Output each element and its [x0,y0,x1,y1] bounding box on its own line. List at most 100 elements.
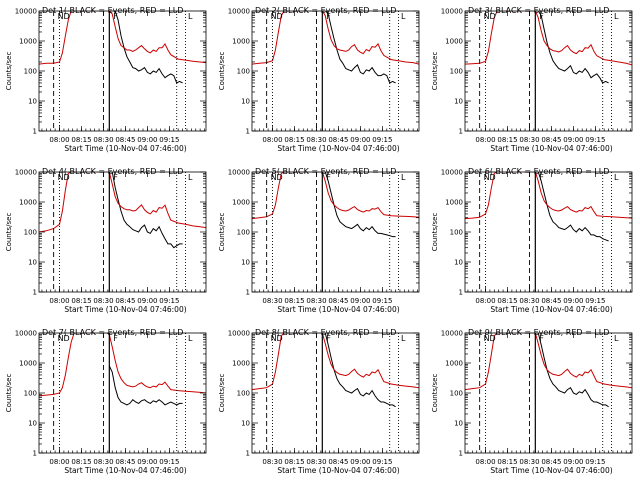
lld-series-line [39,333,206,397]
y-axis-label: Counts/sec [5,374,13,413]
x-axis-label: Start Time (10-Nov-04 07:46:00) [64,144,186,153]
x-tick-label: 09:15 [585,297,605,305]
y-tick-label: 100 [450,68,463,76]
events-series-line [535,333,609,408]
event-marker-label: N [484,173,490,182]
y-tick-label: 1 [33,128,37,136]
event-marker-label: F [113,12,118,21]
y-tick-label: 1 [246,289,250,297]
lld-series-line [465,11,632,66]
event-marker-label: N [484,334,490,343]
x-tick-label: 09:00 [137,458,157,466]
y-tick-label: 10000 [441,169,463,177]
y-tick-label: 10 [28,420,37,428]
x-tick-label: 08:00 [475,458,495,466]
x-tick-label: 08:30 [93,458,113,466]
x-axis-label: Start Time (10-Nov-04 07:46:00) [64,305,186,314]
y-tick-label: 100 [24,68,37,76]
y-tick-label: 1000 [232,38,250,46]
event-marker-label: N [271,334,277,343]
y-tick-label: 100 [450,390,463,398]
x-axis-label: Start Time (10-Nov-04 07:46:00) [490,466,612,475]
x-tick-label: 09:15 [159,297,179,305]
y-tick-label: 10000 [228,169,250,177]
x-tick-label: 08:30 [93,297,113,305]
x-tick-label: 09:15 [372,297,392,305]
events-series-line [535,11,609,84]
y-axis-label: Counts/sec [218,52,226,91]
y-tick-label: 10 [454,98,463,106]
events-series-line [108,365,183,406]
x-tick-label: 08:00 [262,136,282,144]
event-marker-label: N [484,12,490,21]
y-tick-label: 10 [454,259,463,267]
axis-frame [464,10,633,132]
event-marker-label: D [489,334,495,343]
x-tick-label: 09:15 [585,136,605,144]
y-tick-label: 1000 [445,199,463,207]
x-tick-label: 08:15 [284,297,304,305]
event-marker-label: D [276,334,282,343]
event-marker-label: D [63,334,69,343]
y-tick-label: 1000 [445,38,463,46]
y-tick-label: 100 [237,68,250,76]
y-tick-label: 1 [246,128,250,136]
events-series-line [322,11,396,84]
event-marker-label: D [63,173,69,182]
x-tick-label: 08:45 [328,136,348,144]
x-tick-label: 09:00 [563,297,583,305]
event-marker-label: N [58,334,64,343]
event-marker-label: F [539,334,544,343]
y-tick-label: 1 [459,450,463,458]
x-tick-label: 08:15 [497,458,517,466]
event-marker-label: F [326,334,331,343]
events-series-line [109,172,183,249]
event-marker-label: N [58,173,64,182]
event-marker-label: D [489,12,495,21]
x-tick-label: 08:15 [71,297,91,305]
y-tick-label: 1 [33,450,37,458]
y-tick-label: 10 [241,98,250,106]
y-tick-label: 1 [246,450,250,458]
y-tick-label: 1000 [19,199,37,207]
y-tick-label: 10 [28,259,37,267]
event-marker-label: L [401,334,406,343]
event-marker-label: L [188,173,193,182]
x-tick-label: 08:15 [71,136,91,144]
event-marker-label: N [58,12,64,21]
event-marker-label: L [188,334,193,343]
panel-title: Det 4( BLACK = Events, RED = LLD [42,167,183,176]
x-axis-label: Start Time (10-Nov-04 07:46:00) [277,144,399,153]
events-series-line [109,11,183,84]
y-tick-label: 1000 [232,360,250,368]
event-marker-label: F [326,173,331,182]
y-tick-label: 10 [28,98,37,106]
x-tick-label: 08:45 [115,458,135,466]
x-tick-label: 08:45 [328,297,348,305]
y-tick-label: 100 [237,390,250,398]
axis-frame [251,171,420,293]
event-marker-label: N [271,173,277,182]
panel-title: Det 7( BLACK = Events, RED = LLD [42,328,183,337]
x-tick-label: 09:15 [159,458,179,466]
x-tick-label: 08:45 [328,458,348,466]
lld-series-line [39,11,206,65]
event-marker-label: L [401,12,406,21]
x-tick-label: 09:00 [563,458,583,466]
axis-frame [38,171,207,293]
x-tick-label: 09:15 [159,136,179,144]
x-tick-label: 08:15 [497,136,517,144]
y-tick-label: 10000 [228,8,250,16]
x-tick-label: 08:00 [49,458,69,466]
x-tick-label: 08:45 [115,297,135,305]
y-axis-label: Counts/sec [5,213,13,252]
y-tick-label: 10000 [15,8,37,16]
y-tick-label: 10 [241,259,250,267]
